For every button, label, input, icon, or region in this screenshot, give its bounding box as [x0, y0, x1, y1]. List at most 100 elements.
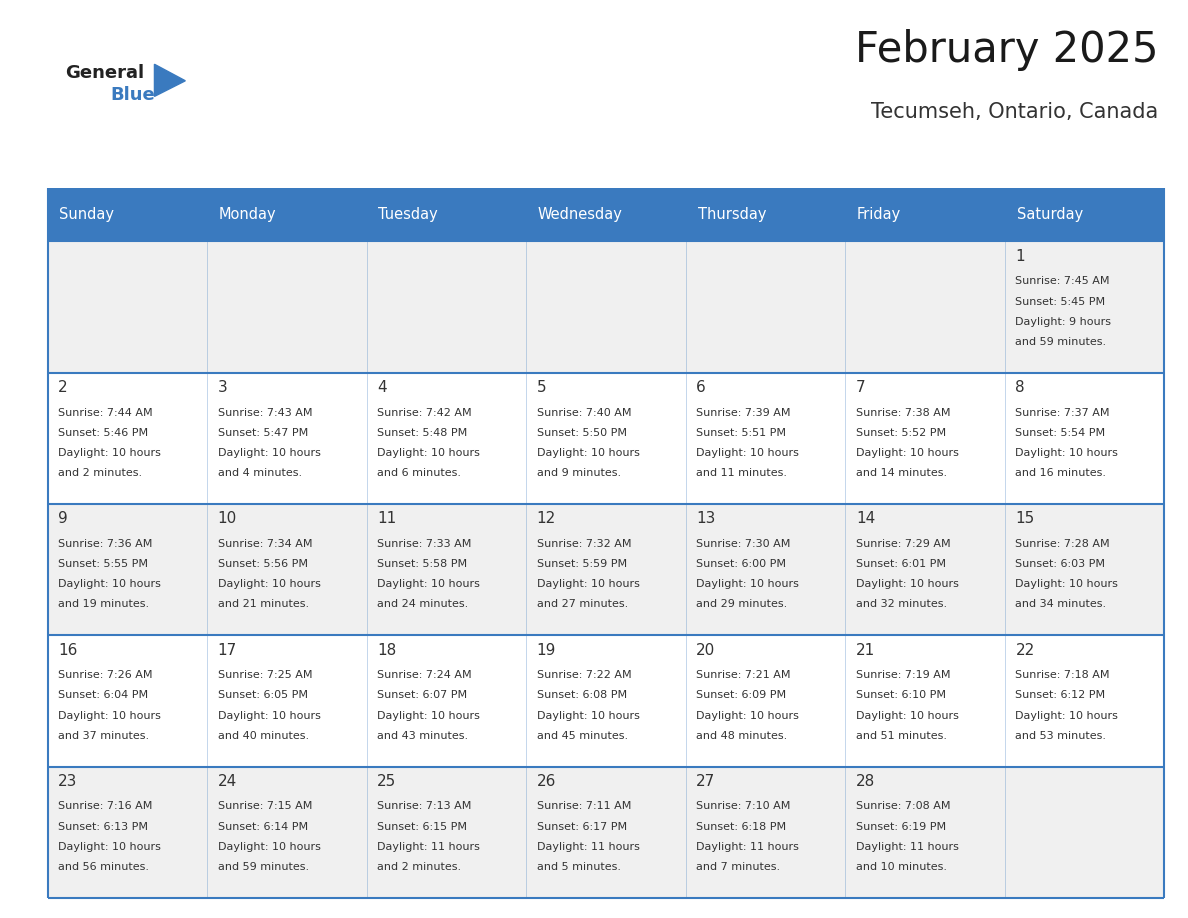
Text: Thursday: Thursday	[697, 207, 766, 222]
Text: 22: 22	[1016, 643, 1035, 657]
Text: Daylight: 9 hours: Daylight: 9 hours	[1016, 317, 1112, 327]
Text: Sunset: 5:47 PM: Sunset: 5:47 PM	[217, 428, 308, 438]
Text: and 29 minutes.: and 29 minutes.	[696, 599, 788, 610]
Bar	[526, 504, 685, 635]
Text: 3: 3	[217, 380, 227, 395]
Text: Sunset: 5:51 PM: Sunset: 5:51 PM	[696, 428, 786, 438]
Text: Daylight: 11 hours: Daylight: 11 hours	[378, 842, 480, 852]
Text: and 6 minutes.: and 6 minutes.	[378, 468, 461, 478]
Bar	[526, 241, 685, 373]
Text: 27: 27	[696, 774, 715, 789]
Text: Daylight: 10 hours: Daylight: 10 hours	[58, 579, 162, 589]
Text: and 19 minutes.: and 19 minutes.	[58, 599, 150, 610]
Text: Sunset: 5:56 PM: Sunset: 5:56 PM	[217, 559, 308, 569]
Text: Daylight: 10 hours: Daylight: 10 hours	[1016, 579, 1118, 589]
Text: Sunset: 5:50 PM: Sunset: 5:50 PM	[537, 428, 627, 438]
Text: Daylight: 11 hours: Daylight: 11 hours	[537, 842, 639, 852]
Text: Sunrise: 7:21 AM: Sunrise: 7:21 AM	[696, 670, 791, 680]
Polygon shape	[154, 64, 185, 96]
Bar	[526, 635, 685, 767]
Text: Daylight: 10 hours: Daylight: 10 hours	[537, 448, 639, 458]
Text: 12: 12	[537, 511, 556, 526]
Bar	[207, 504, 367, 635]
Text: Sunrise: 7:33 AM: Sunrise: 7:33 AM	[378, 539, 472, 549]
Bar	[1005, 767, 1164, 898]
Text: and 53 minutes.: and 53 minutes.	[1016, 731, 1106, 741]
Text: Sunset: 5:52 PM: Sunset: 5:52 PM	[855, 428, 946, 438]
Text: 2: 2	[58, 380, 68, 395]
Text: Sunrise: 7:45 AM: Sunrise: 7:45 AM	[1016, 276, 1110, 286]
Text: and 10 minutes.: and 10 minutes.	[855, 862, 947, 872]
Text: Tecumseh, Ontario, Canada: Tecumseh, Ontario, Canada	[871, 102, 1158, 122]
Text: 11: 11	[378, 511, 397, 526]
Text: and 48 minutes.: and 48 minutes.	[696, 731, 788, 741]
Text: and 27 minutes.: and 27 minutes.	[537, 599, 628, 610]
Bar	[48, 504, 207, 635]
Text: Sunrise: 7:08 AM: Sunrise: 7:08 AM	[855, 801, 950, 812]
Bar	[207, 635, 367, 767]
Text: General: General	[65, 64, 145, 83]
Bar	[48, 188, 1164, 241]
Bar	[367, 767, 526, 898]
Text: Blue: Blue	[110, 86, 156, 105]
Text: Sunrise: 7:43 AM: Sunrise: 7:43 AM	[217, 408, 312, 418]
Text: and 32 minutes.: and 32 minutes.	[855, 599, 947, 610]
Text: Daylight: 10 hours: Daylight: 10 hours	[217, 842, 321, 852]
Bar	[845, 635, 1005, 767]
Text: Daylight: 10 hours: Daylight: 10 hours	[855, 711, 959, 721]
Text: and 59 minutes.: and 59 minutes.	[217, 862, 309, 872]
Text: Sunrise: 7:10 AM: Sunrise: 7:10 AM	[696, 801, 791, 812]
Text: 19: 19	[537, 643, 556, 657]
Text: 8: 8	[1016, 380, 1025, 395]
Text: 16: 16	[58, 643, 77, 657]
Text: and 14 minutes.: and 14 minutes.	[855, 468, 947, 478]
Text: 23: 23	[58, 774, 77, 789]
Bar	[48, 241, 207, 373]
Text: and 7 minutes.: and 7 minutes.	[696, 862, 781, 872]
Text: Sunset: 6:10 PM: Sunset: 6:10 PM	[855, 690, 946, 700]
Text: 28: 28	[855, 774, 876, 789]
Text: Sunset: 6:09 PM: Sunset: 6:09 PM	[696, 690, 786, 700]
Bar	[1005, 373, 1164, 504]
Text: Sunset: 5:48 PM: Sunset: 5:48 PM	[378, 428, 468, 438]
Bar	[526, 767, 685, 898]
Text: Sunset: 6:08 PM: Sunset: 6:08 PM	[537, 690, 627, 700]
Text: Daylight: 10 hours: Daylight: 10 hours	[58, 711, 162, 721]
Bar	[367, 373, 526, 504]
Text: 9: 9	[58, 511, 68, 526]
Bar	[845, 241, 1005, 373]
Text: Sunrise: 7:15 AM: Sunrise: 7:15 AM	[217, 801, 312, 812]
Bar	[845, 373, 1005, 504]
Text: Daylight: 10 hours: Daylight: 10 hours	[378, 579, 480, 589]
Text: and 37 minutes.: and 37 minutes.	[58, 731, 150, 741]
Text: 6: 6	[696, 380, 706, 395]
Text: and 56 minutes.: and 56 minutes.	[58, 862, 150, 872]
Text: 18: 18	[378, 643, 397, 657]
Text: Sunrise: 7:22 AM: Sunrise: 7:22 AM	[537, 670, 632, 680]
Text: Sunrise: 7:13 AM: Sunrise: 7:13 AM	[378, 801, 472, 812]
Text: Sunset: 6:17 PM: Sunset: 6:17 PM	[537, 822, 627, 832]
Text: Sunrise: 7:42 AM: Sunrise: 7:42 AM	[378, 408, 472, 418]
Text: Saturday: Saturday	[1017, 207, 1082, 222]
Text: February 2025: February 2025	[855, 29, 1158, 72]
Text: Sunrise: 7:16 AM: Sunrise: 7:16 AM	[58, 801, 152, 812]
Bar	[48, 373, 207, 504]
Text: and 40 minutes.: and 40 minutes.	[217, 731, 309, 741]
Text: Sunrise: 7:40 AM: Sunrise: 7:40 AM	[537, 408, 631, 418]
Bar	[1005, 504, 1164, 635]
Text: Sunset: 6:01 PM: Sunset: 6:01 PM	[855, 559, 946, 569]
Text: Sunrise: 7:39 AM: Sunrise: 7:39 AM	[696, 408, 791, 418]
Text: Sunrise: 7:37 AM: Sunrise: 7:37 AM	[1016, 408, 1110, 418]
Text: Sunset: 6:13 PM: Sunset: 6:13 PM	[58, 822, 148, 832]
Text: 15: 15	[1016, 511, 1035, 526]
Bar	[685, 373, 845, 504]
Text: and 34 minutes.: and 34 minutes.	[1016, 599, 1106, 610]
Text: Daylight: 10 hours: Daylight: 10 hours	[217, 711, 321, 721]
Text: Daylight: 10 hours: Daylight: 10 hours	[1016, 448, 1118, 458]
Text: and 5 minutes.: and 5 minutes.	[537, 862, 621, 872]
Text: Friday: Friday	[857, 207, 902, 222]
Text: Daylight: 11 hours: Daylight: 11 hours	[855, 842, 959, 852]
Text: Daylight: 10 hours: Daylight: 10 hours	[58, 842, 162, 852]
Text: and 2 minutes.: and 2 minutes.	[378, 862, 461, 872]
Text: Sunrise: 7:34 AM: Sunrise: 7:34 AM	[217, 539, 312, 549]
